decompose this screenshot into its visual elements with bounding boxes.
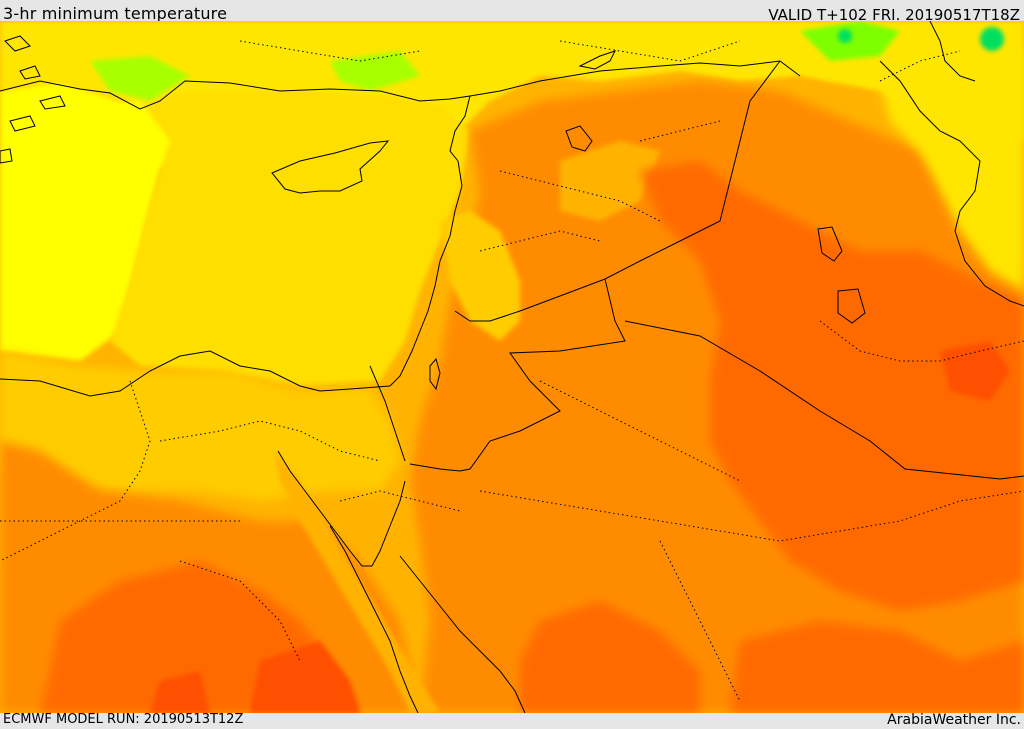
jordan-valley-light (440, 211, 520, 341)
border-iraq-iran (879, 60, 1024, 307)
black-sea-coast (578, 50, 616, 70)
cyan-spot (838, 29, 852, 43)
border-syria-jordan (454, 278, 606, 322)
north-africa-yellow (0, 351, 400, 501)
orange-red-iraq (640, 161, 1024, 611)
lake-iran-1 (817, 226, 843, 262)
yellow-northeast (880, 51, 1024, 291)
red-hotspot-iraq (940, 341, 1010, 401)
lake-iran-2 (837, 288, 866, 324)
border-egypt-israel (369, 365, 406, 462)
yellow-band-north (0, 21, 1024, 141)
coastline-red-sea-east (399, 555, 526, 713)
model-run-label: ECMWF MODEL RUN: 20190513T12Z (3, 712, 244, 727)
border-jordan-iraq-saudi (409, 278, 626, 472)
coastline-gulf-suez (277, 450, 372, 567)
border-syria-iraq (604, 60, 781, 280)
orange-red-southeast (730, 621, 1024, 713)
mediterranean-warm (110, 91, 470, 386)
green-spot-northeast (800, 21, 900, 61)
coastline-turkey (0, 80, 471, 162)
red-sea-strip (275, 451, 440, 713)
red-hotspot-south (150, 671, 210, 713)
lake-turkey (565, 125, 593, 152)
cyprus-outline (271, 140, 390, 194)
coastline-egypt (0, 350, 391, 397)
credit-label: ArabiaWeather Inc. (887, 712, 1021, 728)
dead-sea (429, 357, 441, 391)
coastline-red-sea-west (329, 525, 419, 713)
orange-red-saudi (520, 601, 700, 713)
coastline-levant (389, 160, 463, 387)
mediterranean-yellow (0, 81, 200, 361)
temperature-map (0, 21, 1024, 713)
chart-title: 3-hr minimum temperature (3, 4, 228, 23)
red-hotspot-egypt (250, 641, 360, 713)
syria-light-patch (560, 141, 660, 221)
green-spot-north-2 (330, 51, 420, 91)
green-spot-north (90, 56, 190, 101)
green-spot-far-east (980, 27, 1004, 51)
internal-borders (0, 40, 1024, 702)
border-iraq-saudi (624, 320, 1024, 480)
caspian-coast (929, 21, 976, 82)
valid-time: VALID T+102 FRI. 20190517T18Z (768, 6, 1020, 24)
coastline-sinai (371, 480, 406, 567)
border-turkey-syria (469, 60, 801, 97)
aegean-islands (0, 35, 66, 164)
